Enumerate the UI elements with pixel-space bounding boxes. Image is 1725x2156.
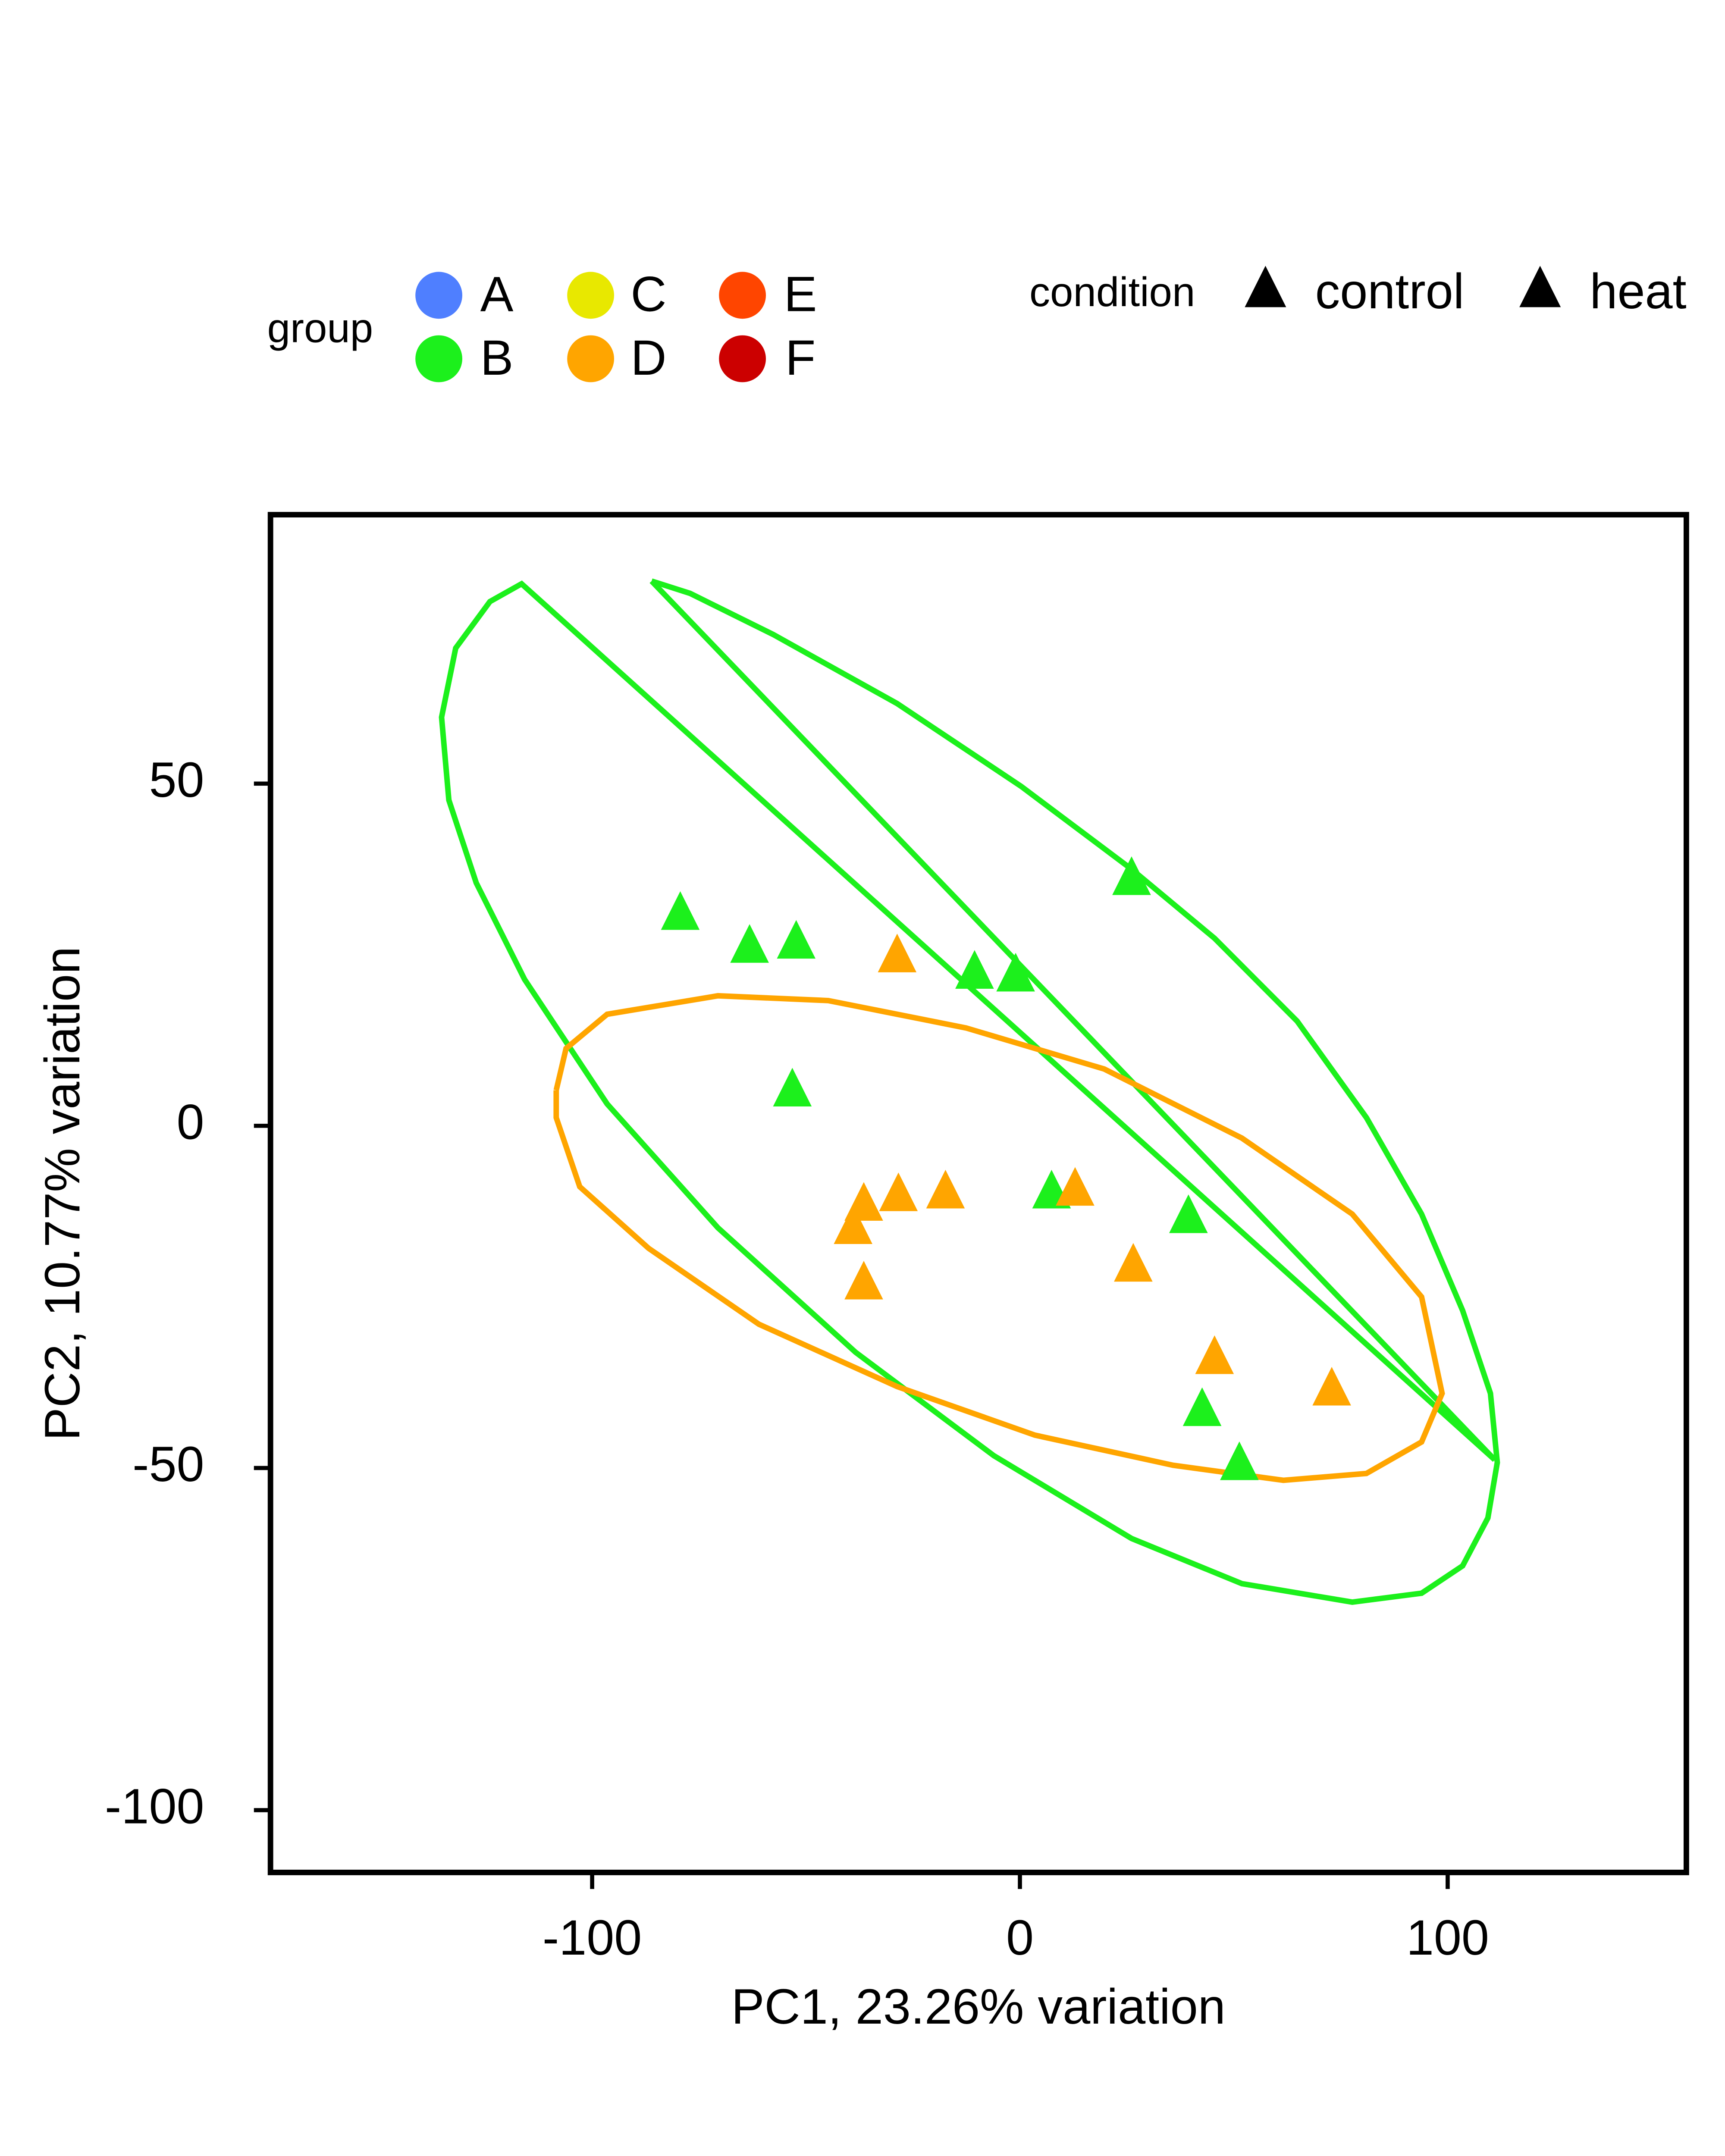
legend-marker (719, 335, 766, 382)
legend-label: D (630, 330, 666, 385)
legend-title: group (267, 305, 373, 351)
point (955, 950, 994, 989)
legend-label: C (630, 267, 666, 322)
point (777, 920, 816, 959)
legend-marker (567, 335, 614, 382)
condition-legend-label: control (1315, 264, 1465, 319)
legend-label: B (480, 330, 514, 385)
ellipse (553, 993, 1445, 1483)
point (996, 953, 1035, 992)
condition-legend-marker (1519, 266, 1561, 307)
point (1114, 1243, 1153, 1282)
x-tick-label: 0 (1006, 1910, 1034, 1965)
point (1220, 1441, 1259, 1480)
point (878, 934, 917, 972)
x-tick-label: -100 (543, 1910, 642, 1965)
condition-legend-marker (1245, 266, 1286, 307)
point (1112, 856, 1151, 895)
y-tick-label: 0 (177, 1094, 204, 1150)
point (661, 891, 700, 930)
legend-marker (415, 272, 462, 319)
point (1056, 1167, 1095, 1206)
point (834, 1205, 872, 1244)
ellipse (439, 578, 1500, 1605)
point (879, 1172, 918, 1211)
point (773, 1068, 812, 1106)
legend-label: E (784, 267, 817, 322)
x-axis-title: PC1, 23.26% variation (731, 1979, 1226, 2034)
x-tick-label: 100 (1406, 1910, 1489, 1965)
legend-marker (567, 272, 614, 319)
point (926, 1169, 965, 1209)
point (730, 924, 769, 963)
y-tick-label: -100 (105, 1779, 204, 1834)
legend-label: A (480, 267, 514, 322)
condition-legend-title: condition (1029, 269, 1195, 315)
legend-marker (415, 335, 462, 382)
y-tick-label: -50 (132, 1437, 204, 1492)
point (1312, 1366, 1351, 1406)
y-axis-title: PC2, 10.77% variation (35, 946, 90, 1441)
point (844, 1260, 883, 1300)
point (1182, 1387, 1222, 1426)
condition-legend-label: heat (1590, 264, 1686, 319)
legend-label: F (785, 330, 815, 385)
plot-frame (267, 512, 1689, 1875)
legend-marker (719, 272, 766, 319)
point (1195, 1335, 1234, 1374)
y-tick-label: 50 (149, 752, 204, 808)
point (1169, 1194, 1208, 1233)
